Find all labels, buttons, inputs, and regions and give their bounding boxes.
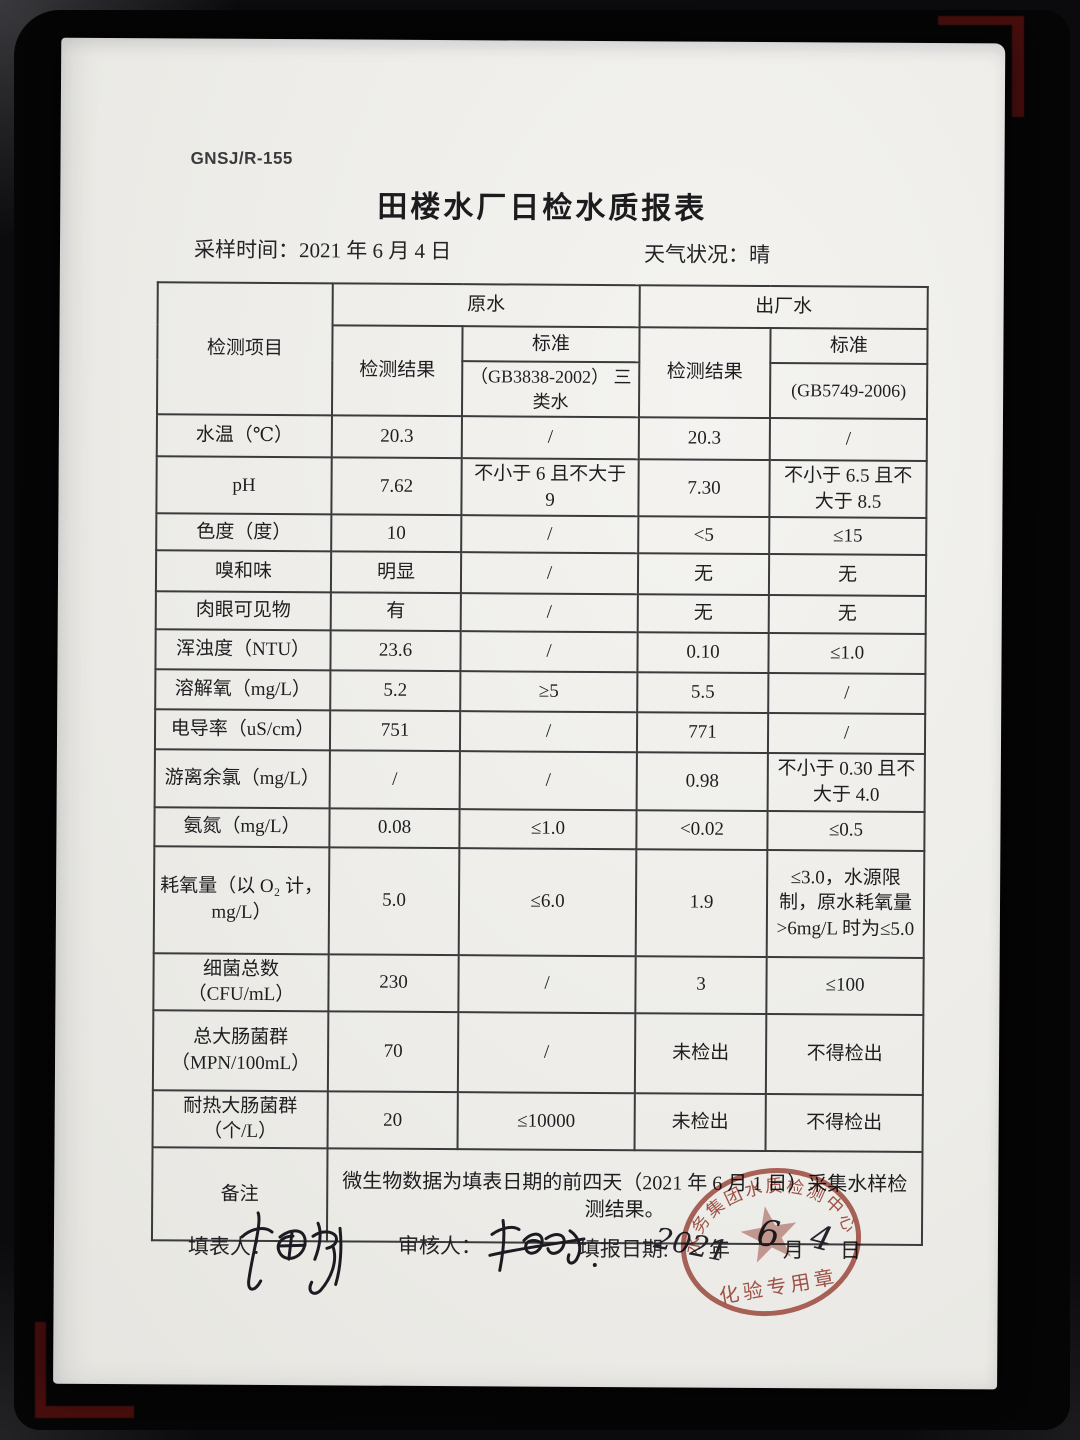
reviewer-label: 审核人： <box>397 1233 482 1259</box>
report-sheet: GNSJ/R-155 田楼水厂日检水质报表 采样时间：2021 年 6 月 4 … <box>53 37 1006 1390</box>
filler-signature <box>240 1211 343 1295</box>
official-stamp: 水务集团水质检测中心 化验专用章 <box>671 1162 862 1317</box>
stamp-ring <box>680 1168 862 1317</box>
frame-corner-bracket-top-right-icon <box>938 16 1024 117</box>
reviewer-signature <box>488 1218 597 1272</box>
frame-corner-bracket-bottom-left-icon <box>35 1322 134 1418</box>
star-icon <box>740 1206 797 1263</box>
footer-signature-row: 填表人： 审核人： <box>53 38 1005 1390</box>
stamp-bottom-text: 化验专用章 <box>718 1266 840 1309</box>
